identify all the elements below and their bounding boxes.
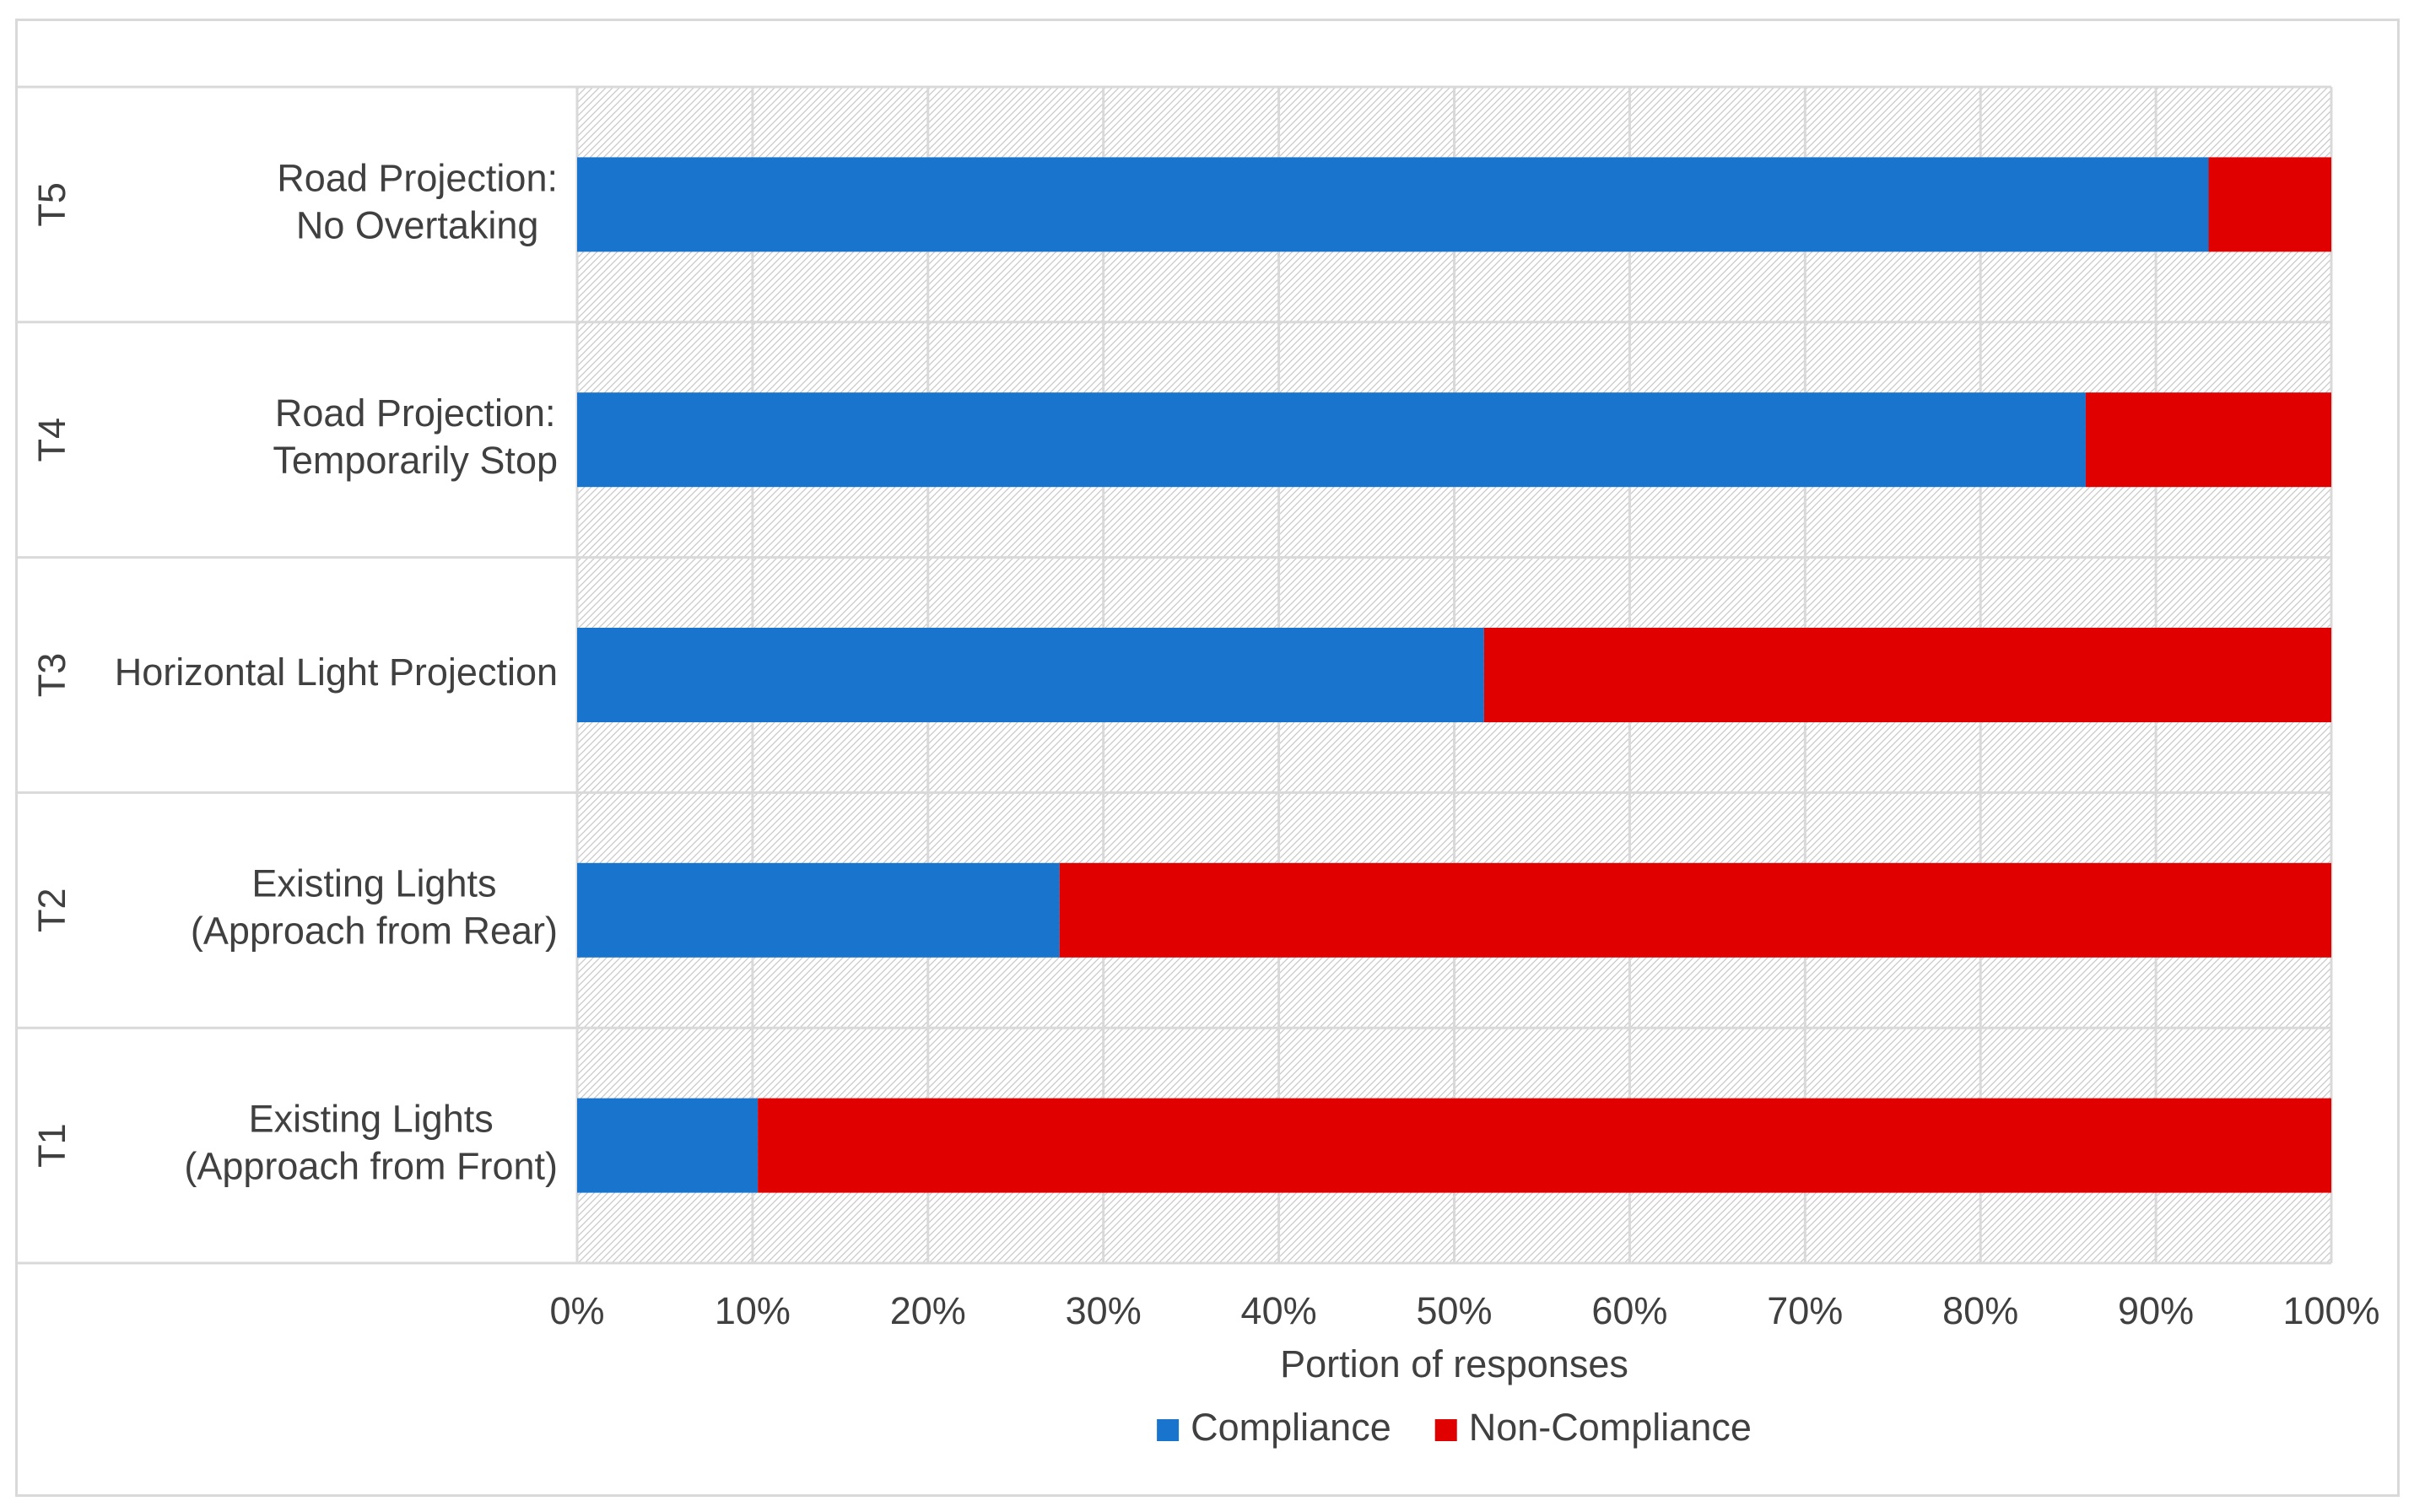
category-label-t1-line-2: (Approach from Front) bbox=[184, 1144, 558, 1187]
group-label-t5: T5 bbox=[30, 182, 73, 227]
category-label-t4-line-1: Road Projection: bbox=[275, 392, 556, 435]
category-label-t1-line-1: Existing Lights bbox=[249, 1097, 494, 1140]
bar-non-compliance-t2 bbox=[1059, 862, 2331, 958]
category-label-t3-line-1: Horizontal Light Projection bbox=[115, 651, 558, 694]
x-tick-label: 10% bbox=[715, 1289, 791, 1332]
x-axis-title: Portion of responses bbox=[1280, 1342, 1628, 1385]
category-label-t5-line-2: No Overtaking bbox=[296, 203, 539, 246]
x-tick-label: 70% bbox=[1767, 1289, 1843, 1332]
x-tick-label: 60% bbox=[1591, 1289, 1667, 1332]
x-tick-label: 90% bbox=[2118, 1289, 2194, 1332]
group-label-t3: T3 bbox=[30, 653, 73, 698]
bar-non-compliance-t3 bbox=[1483, 628, 2331, 722]
category-label-t5-line-1: Road Projection: bbox=[277, 156, 558, 199]
legend-label-compliance: Compliance bbox=[1191, 1406, 1391, 1449]
chart-frame: T5 Road Projection: No Overtaking T4 Road Pr… bbox=[15, 19, 2400, 1497]
x-tick-label: 80% bbox=[1942, 1289, 2018, 1332]
category-label-t2-line-1: Existing Lights bbox=[251, 862, 496, 905]
x-tick-label: 20% bbox=[890, 1289, 966, 1332]
x-tick-label: 100% bbox=[2282, 1289, 2379, 1332]
x-tick-label: 50% bbox=[1416, 1289, 1492, 1332]
bar-non-compliance-t5 bbox=[2208, 157, 2331, 252]
bar-non-compliance-t1 bbox=[758, 1098, 2332, 1193]
x-tick-label: 0% bbox=[549, 1289, 604, 1332]
legend-label-non-compliance: Non-Compliance bbox=[1469, 1406, 1752, 1449]
legend-swatch-compliance bbox=[1157, 1419, 1180, 1441]
bar-compliance-t1 bbox=[577, 1098, 759, 1193]
x-tick-label: 40% bbox=[1241, 1289, 1317, 1332]
bar-compliance-t5 bbox=[577, 157, 2209, 252]
x-tick-label: 30% bbox=[1066, 1289, 1142, 1332]
bar-non-compliance-t4 bbox=[2085, 392, 2331, 488]
group-label-t4: T4 bbox=[30, 418, 73, 462]
legend-swatch-non-compliance bbox=[1434, 1419, 1457, 1441]
category-label-t2-line-2: (Approach from Rear) bbox=[191, 910, 558, 953]
bar-compliance-t2 bbox=[577, 862, 1060, 958]
group-label-t2: T2 bbox=[30, 888, 73, 933]
category-label-t4-line-2: Temporarily Stop bbox=[273, 439, 558, 482]
bar-compliance-t4 bbox=[577, 392, 2086, 488]
bar-compliance-t3 bbox=[577, 628, 1484, 722]
group-label-t1: T1 bbox=[30, 1123, 73, 1168]
